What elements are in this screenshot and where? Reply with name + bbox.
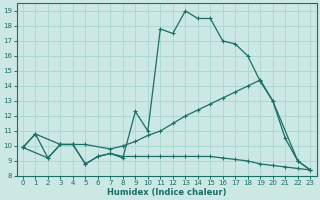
X-axis label: Humidex (Indice chaleur): Humidex (Indice chaleur) bbox=[107, 188, 226, 197]
